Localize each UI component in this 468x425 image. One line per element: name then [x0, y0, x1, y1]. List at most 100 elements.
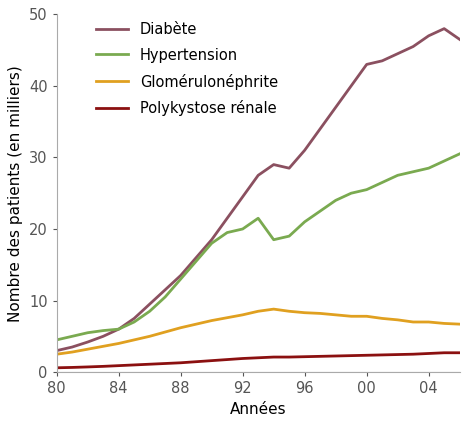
Diabète: [333, 105, 338, 110]
Polykystose rénale: [286, 354, 292, 360]
Y-axis label: Nombre des patients (en milliers): Nombre des patients (en milliers): [8, 65, 23, 322]
Glomérulonéphrite: [116, 341, 122, 346]
Polykystose rénale: [333, 354, 338, 359]
Diabète: [240, 194, 246, 199]
Glomérulonéphrite: [317, 311, 323, 316]
Diabète: [256, 173, 261, 178]
Hypertension: [54, 337, 59, 343]
Polykystose rénale: [457, 350, 462, 355]
Polykystose rénale: [348, 353, 354, 358]
Hypertension: [85, 330, 90, 335]
Polykystose rénale: [132, 363, 137, 368]
Hypertension: [224, 230, 230, 235]
Polykystose rénale: [54, 365, 59, 370]
Glomérulonéphrite: [364, 314, 369, 319]
Hypertension: [256, 216, 261, 221]
Glomérulonéphrite: [395, 317, 401, 323]
Glomérulonéphrite: [224, 315, 230, 320]
Glomérulonéphrite: [54, 351, 59, 357]
Diabète: [348, 83, 354, 88]
Polykystose rénale: [240, 356, 246, 361]
Glomérulonéphrite: [457, 322, 462, 327]
Glomérulonéphrite: [271, 306, 277, 312]
Glomérulonéphrite: [302, 310, 307, 315]
Polykystose rénale: [380, 352, 385, 357]
X-axis label: Années: Années: [230, 402, 286, 416]
Hypertension: [193, 259, 199, 264]
Glomérulonéphrite: [426, 320, 431, 325]
Diabète: [100, 334, 106, 339]
Polykystose rénale: [224, 357, 230, 362]
Diabète: [85, 340, 90, 345]
Glomérulonéphrite: [162, 329, 168, 334]
Diabète: [302, 148, 307, 153]
Polykystose rénale: [100, 364, 106, 369]
Polykystose rénale: [302, 354, 307, 359]
Hypertension: [100, 328, 106, 333]
Diabète: [69, 345, 75, 350]
Polykystose rénale: [395, 352, 401, 357]
Polykystose rénale: [116, 363, 122, 368]
Diabète: [395, 51, 401, 56]
Polykystose rénale: [410, 351, 416, 357]
Glomérulonéphrite: [193, 322, 199, 327]
Line: Polykystose rénale: Polykystose rénale: [57, 353, 460, 368]
Glomérulonéphrite: [441, 321, 447, 326]
Hypertension: [178, 277, 183, 282]
Hypertension: [457, 151, 462, 156]
Diabète: [54, 348, 59, 353]
Hypertension: [395, 173, 401, 178]
Hypertension: [333, 198, 338, 203]
Diabète: [317, 126, 323, 131]
Hypertension: [116, 326, 122, 332]
Hypertension: [364, 187, 369, 192]
Hypertension: [426, 166, 431, 171]
Polykystose rénale: [364, 353, 369, 358]
Glomérulonéphrite: [286, 309, 292, 314]
Diabète: [271, 162, 277, 167]
Line: Diabète: Diabète: [57, 28, 460, 351]
Polykystose rénale: [209, 358, 214, 363]
Glomérulonéphrite: [410, 320, 416, 325]
Glomérulonéphrite: [178, 325, 183, 330]
Glomérulonéphrite: [69, 349, 75, 354]
Hypertension: [209, 241, 214, 246]
Hypertension: [441, 159, 447, 164]
Polykystose rénale: [441, 350, 447, 355]
Polykystose rénale: [162, 361, 168, 366]
Polykystose rénale: [178, 360, 183, 366]
Hypertension: [380, 180, 385, 185]
Diabète: [457, 37, 462, 42]
Hypertension: [69, 334, 75, 339]
Polykystose rénale: [271, 354, 277, 360]
Line: Glomérulonéphrite: Glomérulonéphrite: [57, 309, 460, 354]
Polykystose rénale: [85, 364, 90, 369]
Glomérulonéphrite: [209, 318, 214, 323]
Glomérulonéphrite: [333, 312, 338, 317]
Legend: Diabète, Hypertension, Glomérulonéphrite, Polykystose rénale: Diabète, Hypertension, Glomérulonéphrite…: [96, 22, 278, 116]
Hypertension: [132, 320, 137, 325]
Hypertension: [317, 209, 323, 214]
Diabète: [380, 58, 385, 63]
Polykystose rénale: [193, 359, 199, 364]
Diabète: [209, 237, 214, 242]
Glomérulonéphrite: [132, 337, 137, 343]
Diabète: [286, 166, 292, 171]
Glomérulonéphrite: [147, 334, 153, 339]
Diabète: [426, 33, 431, 38]
Diabète: [224, 216, 230, 221]
Diabète: [178, 273, 183, 278]
Hypertension: [348, 191, 354, 196]
Hypertension: [410, 169, 416, 174]
Polykystose rénale: [426, 351, 431, 356]
Hypertension: [302, 219, 307, 224]
Diabète: [410, 44, 416, 49]
Hypertension: [240, 227, 246, 232]
Diabète: [116, 326, 122, 332]
Diabète: [147, 302, 153, 307]
Hypertension: [286, 234, 292, 239]
Hypertension: [271, 237, 277, 242]
Hypertension: [147, 309, 153, 314]
Diabète: [193, 255, 199, 260]
Line: Hypertension: Hypertension: [57, 154, 460, 340]
